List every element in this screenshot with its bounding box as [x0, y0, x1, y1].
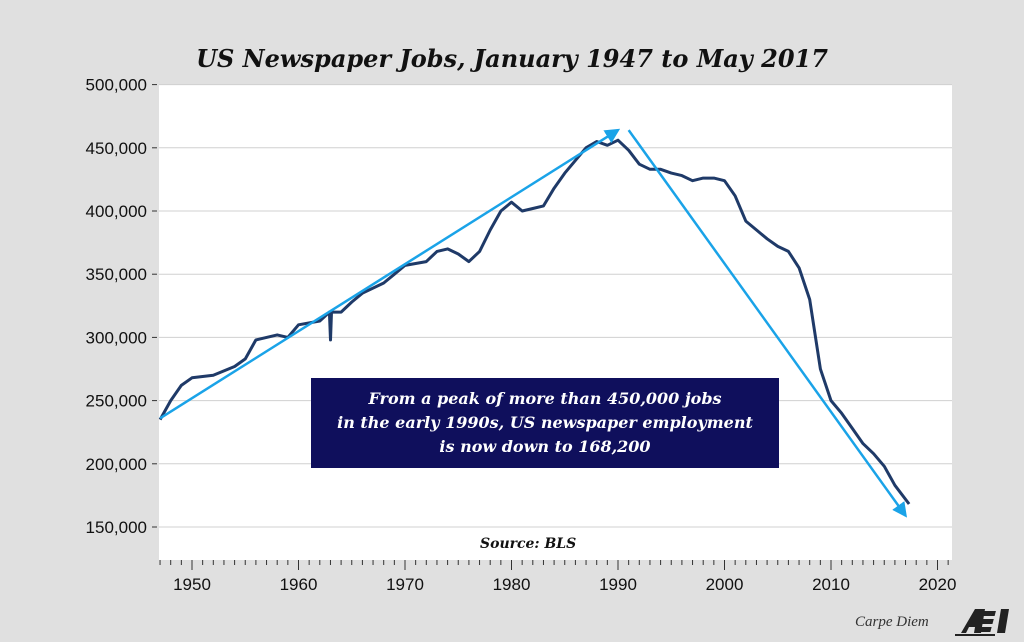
brand-text: Carpe Diem [855, 614, 929, 630]
x-tick-label: 1980 [493, 575, 531, 594]
chart-title: US Newspaper Jobs, January 1947 to May 2… [196, 44, 828, 73]
y-tick-label: 350,000 [86, 265, 147, 284]
x-tick-label: 1950 [173, 575, 211, 594]
y-tick-label: 500,000 [86, 76, 147, 95]
trend-arrow [627, 129, 908, 518]
x-tick-label: 2010 [812, 575, 850, 594]
y-tick-label: 200,000 [86, 455, 147, 474]
y-tick-label: 450,000 [86, 139, 147, 158]
x-tick-label: 1990 [599, 575, 637, 594]
source-note: Source: BLS [480, 536, 577, 552]
plot-area [159, 85, 952, 560]
x-tick-label: 1970 [386, 575, 424, 594]
aei-logo-icon [955, 609, 1009, 636]
y-tick-label: 150,000 [86, 518, 147, 537]
x-tick-label: 2020 [919, 575, 957, 594]
x-tick-label: 1960 [280, 575, 318, 594]
series-line [158, 138, 911, 505]
trend-arrow [159, 128, 621, 420]
annotation-line: From a peak of more than 450,000 jobs [368, 389, 722, 408]
annotation-line: is now down to 168,200 [439, 437, 651, 456]
annotation-box: From a peak of more than 450,000 jobs in… [311, 378, 779, 468]
x-tick-label: 2000 [706, 575, 744, 594]
annotation-line: in the early 1990s, US newspaper employm… [337, 413, 753, 432]
y-tick-label: 400,000 [86, 202, 147, 221]
y-tick-label: 250,000 [86, 392, 147, 411]
y-tick-label: 300,000 [86, 328, 147, 347]
